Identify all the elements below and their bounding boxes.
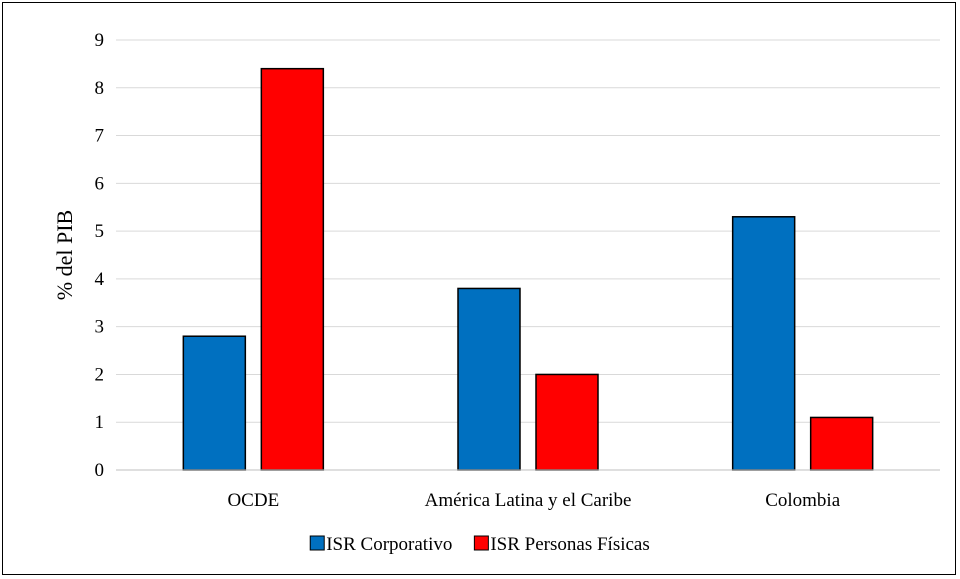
y-tick-label: 8 [95, 78, 105, 99]
y-tick-label: 0 [95, 460, 105, 481]
legend-label: ISR Corporativo [326, 534, 452, 555]
bars [182, 67, 874, 471]
x-axis-ticks: OCDE América Latina y el Caribe Colombia [227, 490, 840, 511]
y-tick-label: 4 [95, 269, 105, 290]
y-axis-label: % del PIB [52, 210, 77, 300]
y-tick-label: 1 [95, 412, 105, 433]
y-axis-ticks: 0 1 2 3 4 5 6 7 8 9 [95, 30, 105, 481]
gridlines [116, 39, 940, 423]
y-tick-label: 7 [95, 126, 105, 147]
bar [260, 67, 325, 471]
bar [535, 373, 599, 471]
legend-swatch [473, 535, 489, 551]
x-tick-label: Colombia [765, 490, 841, 511]
bar [731, 216, 796, 471]
bar [182, 335, 247, 471]
bar [457, 287, 521, 471]
bar [809, 416, 874, 471]
y-tick-label: 5 [95, 221, 105, 242]
legend-item: ISR Corporativo [309, 534, 452, 555]
legend: ISR Corporativo ISR Personas Físicas [309, 534, 650, 555]
legend-item: ISR Personas Físicas [473, 534, 650, 555]
x-tick-label: América Latina y el Caribe [425, 490, 632, 511]
y-tick-label: 3 [95, 317, 105, 338]
y-tick-label: 9 [95, 30, 105, 51]
y-tick-label: 2 [95, 364, 105, 385]
legend-label: ISR Personas Físicas [490, 534, 649, 555]
y-tick-label: 6 [95, 173, 105, 194]
legend-swatch [309, 535, 325, 551]
x-tick-label: OCDE [227, 490, 279, 511]
